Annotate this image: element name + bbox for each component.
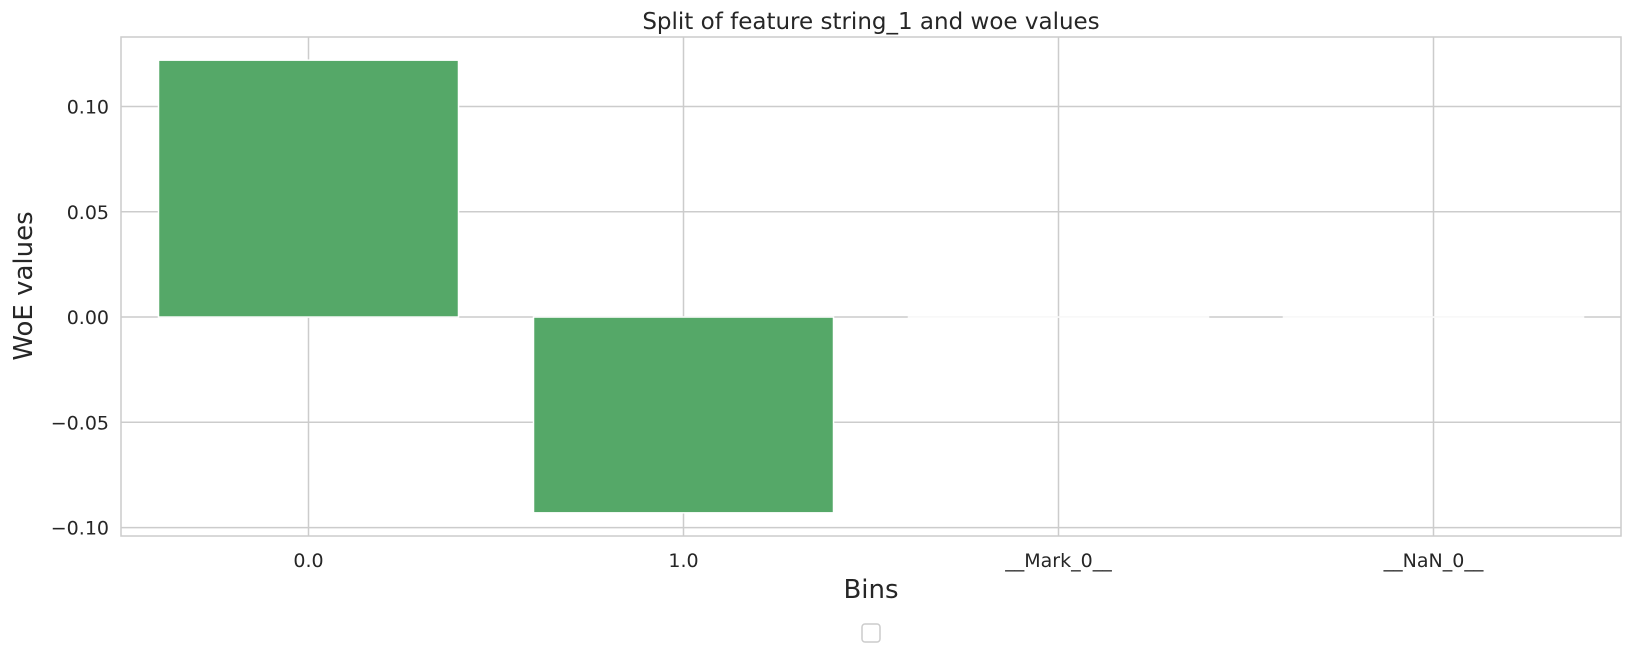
y-tick-label: 0.10 bbox=[67, 96, 109, 118]
x-tick-label: 1.0 bbox=[668, 550, 698, 572]
y-axis-label: WoE values bbox=[9, 211, 39, 360]
x-tick-labels: 0.0 1.0 __Mark_0__ __NaN_0__ bbox=[293, 550, 1483, 572]
y-tick-label: −0.10 bbox=[51, 518, 109, 540]
x-tick-label: __Mark_0__ bbox=[1004, 550, 1112, 572]
y-tick-label: 0.00 bbox=[67, 307, 109, 329]
plot-frame bbox=[120, 36, 1622, 537]
x-tick-label: __NaN_0__ bbox=[1383, 550, 1484, 572]
legend-box bbox=[861, 623, 881, 643]
y-tick-labels: 0.10 0.05 0.00 −0.05 −0.10 bbox=[51, 96, 109, 539]
y-tick-label: 0.05 bbox=[67, 202, 109, 224]
bars bbox=[157, 59, 1585, 514]
y-tick-label: −0.05 bbox=[51, 412, 109, 434]
bar bbox=[157, 59, 460, 318]
x-axis-label: Bins bbox=[843, 575, 898, 605]
bar bbox=[532, 316, 835, 514]
chart-title: Split of feature string_1 and woe values bbox=[642, 9, 1099, 35]
x-tick-label: 0.0 bbox=[293, 550, 323, 572]
